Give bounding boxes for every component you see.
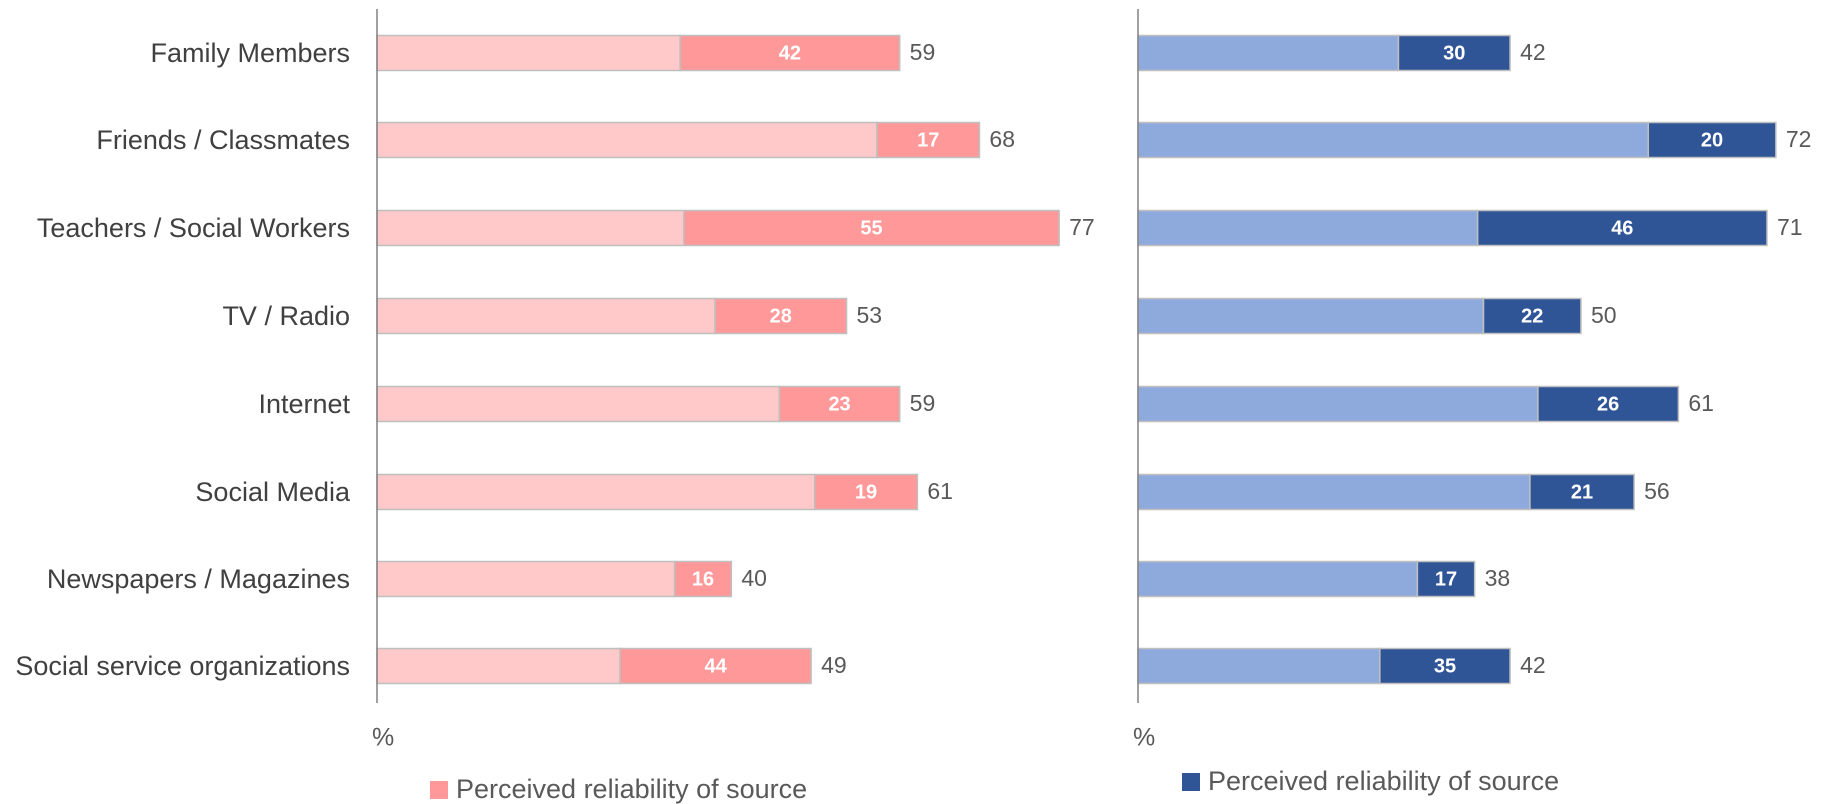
bar-reliable: [1416, 560, 1476, 598]
total-label: 61: [1688, 390, 1714, 416]
category-label: Teachers / Social Workers: [36, 213, 350, 243]
total-label: 77: [1069, 214, 1095, 240]
bar-base: [376, 473, 816, 511]
bar-base: [376, 297, 716, 335]
reliability-label: 19: [855, 481, 877, 503]
total-label: 53: [857, 302, 883, 328]
bar-base: [376, 121, 878, 159]
total-label: 72: [1786, 126, 1812, 152]
bar-reliable: [619, 647, 812, 685]
bar-base: [1137, 385, 1539, 423]
bar-base: [376, 209, 685, 247]
total-label: 59: [910, 39, 936, 65]
reliability-label: 16: [692, 568, 714, 590]
reliability-label: 20: [1701, 129, 1723, 151]
bar-reliable: [673, 560, 733, 598]
total-label: 38: [1485, 565, 1511, 591]
legend-swatch: [1182, 773, 1200, 791]
total-label: 56: [1644, 478, 1670, 504]
reliability-label: 28: [770, 305, 792, 327]
bar-base: [1137, 297, 1485, 335]
total-label: 68: [989, 126, 1015, 152]
x-axis-label: %: [1133, 724, 1155, 752]
reliability-label: 55: [860, 217, 882, 239]
bar-reliable: [683, 209, 1060, 247]
total-label: 49: [821, 652, 847, 678]
legend-label: Perceived reliability of source: [456, 774, 807, 804]
category-label: Newspapers / Magazines: [46, 564, 350, 594]
reliability-label: 30: [1443, 42, 1465, 64]
reliability-label: 22: [1521, 305, 1543, 327]
bar-reliable: [714, 297, 848, 335]
bar-reliable: [679, 34, 901, 72]
category-label: Social Media: [195, 477, 350, 507]
bar-base: [376, 34, 681, 72]
bar-reliable: [1537, 385, 1680, 423]
bar-reliable: [1529, 473, 1635, 511]
bar-reliable: [876, 121, 981, 159]
bar-reliable: [1482, 297, 1582, 335]
bar-reliable: [778, 385, 901, 423]
total-label: 61: [927, 478, 953, 504]
bar-base: [1137, 121, 1650, 159]
reliability-label: 44: [704, 655, 727, 677]
category-label: Social service organizations: [15, 651, 350, 681]
legend-swatch: [430, 781, 448, 799]
reliability-label: 17: [917, 129, 939, 151]
reliability-label: 26: [1597, 393, 1619, 415]
total-label: 50: [1591, 302, 1617, 328]
bar-reliable: [813, 473, 919, 511]
bar-base: [376, 647, 621, 685]
bar-base: [376, 385, 781, 423]
reliability-label: 35: [1434, 655, 1456, 677]
bar-base: [1137, 560, 1419, 598]
total-label: 59: [910, 390, 936, 416]
total-label: 71: [1777, 214, 1803, 240]
x-axis-label: %: [372, 724, 394, 752]
bar-reliable: [1379, 647, 1511, 685]
bar-reliable: [1397, 34, 1511, 72]
bar-base: [1137, 209, 1479, 247]
bar-base: [1137, 473, 1531, 511]
total-label: 42: [1520, 39, 1546, 65]
total-label: 42: [1520, 652, 1546, 678]
category-label: Internet: [258, 389, 350, 419]
bar-base: [1137, 647, 1381, 685]
reliability-label: 23: [828, 393, 850, 415]
total-label: 40: [741, 565, 767, 591]
category-label: Family Members: [150, 38, 350, 68]
reliability-label: 17: [1435, 568, 1457, 590]
reliability-label: 42: [779, 42, 801, 64]
bar-reliable: [1647, 121, 1777, 159]
category-label: TV / Radio: [222, 301, 350, 331]
bar-base: [376, 560, 676, 598]
legend-label: Perceived reliability of source: [1208, 766, 1559, 796]
bar-base: [1137, 34, 1400, 72]
bar-reliable: [1476, 209, 1768, 247]
reliability-label: 46: [1611, 217, 1633, 239]
category-label: Friends / Classmates: [96, 125, 350, 155]
reliability-label: 21: [1571, 481, 1593, 503]
